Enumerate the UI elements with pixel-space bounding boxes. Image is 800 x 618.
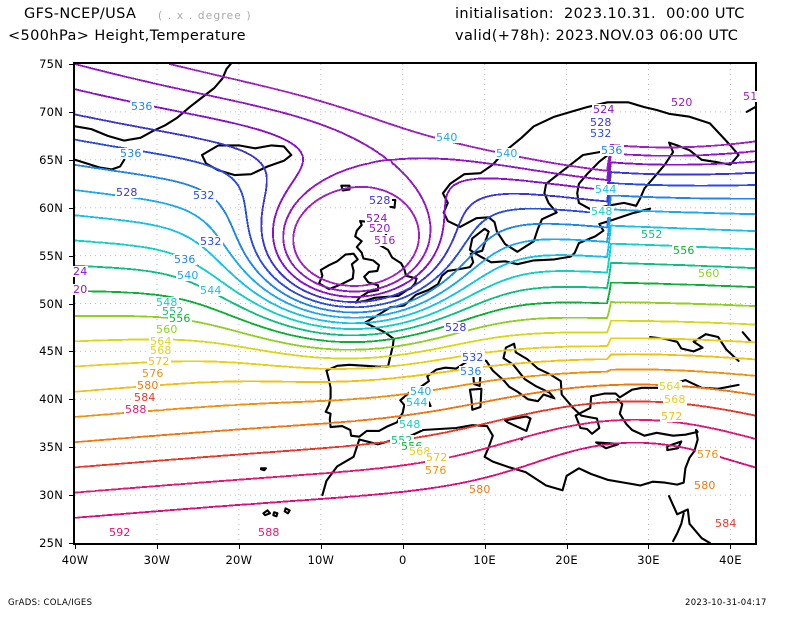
y-axis-label: 70N bbox=[23, 105, 63, 119]
initialisation-time: initialisation: 2023.10.31. 00:00 UTC bbox=[455, 6, 745, 22]
contour-value-label: 540 bbox=[176, 270, 200, 281]
y-axis-tick bbox=[69, 64, 75, 65]
contour-value-label: 556 bbox=[672, 245, 696, 256]
x-axis-label: 0 bbox=[380, 553, 426, 567]
x-axis-tick bbox=[157, 543, 158, 549]
chart-header: GFS-NCEP/USA ( . x . degree ) <500hPa> H… bbox=[0, 0, 800, 58]
contour-value-label: 548 bbox=[398, 419, 422, 430]
x-axis-tick bbox=[321, 543, 322, 549]
contour-value-label: 544 bbox=[199, 285, 223, 296]
valid-time: valid(+78h): 2023.NOV.03 06:00 UTC bbox=[455, 28, 738, 44]
contour-value-label: 572 bbox=[147, 356, 171, 367]
x-axis-label: 30W bbox=[134, 553, 180, 567]
contour-value-label: 528 bbox=[368, 195, 392, 206]
contour-value-label: 544 bbox=[594, 184, 618, 195]
contour-value-label: 580 bbox=[136, 380, 160, 391]
contour-value-label: 532 bbox=[199, 236, 223, 247]
x-axis-tick bbox=[648, 543, 649, 549]
contour-value-label: 524 bbox=[592, 104, 616, 115]
contour-value-label: 51 bbox=[742, 91, 758, 102]
x-axis-label: 20W bbox=[216, 553, 262, 567]
x-axis-label: 40W bbox=[52, 553, 98, 567]
contour-value-label: 536 bbox=[600, 145, 624, 156]
contour-value-label: 544 bbox=[405, 397, 429, 408]
y-axis-label: 65N bbox=[23, 153, 63, 167]
contour-value-label: 576 bbox=[141, 368, 165, 379]
x-axis-tick bbox=[75, 543, 76, 549]
y-axis-tick bbox=[69, 112, 75, 113]
contour-value-label: 528 bbox=[115, 187, 139, 198]
contour-value-label: 560 bbox=[155, 324, 179, 335]
contour-value-label: 532 bbox=[461, 352, 485, 363]
contour-value-label: 520 bbox=[670, 97, 694, 108]
y-axis-label: 55N bbox=[23, 249, 63, 263]
y-axis-tick bbox=[69, 447, 75, 448]
contour-value-label: 516 bbox=[373, 235, 397, 246]
y-axis-label: 40N bbox=[23, 392, 63, 406]
x-axis-tick bbox=[239, 543, 240, 549]
contour-value-label: 592 bbox=[108, 527, 132, 538]
contour-value-label: 564 bbox=[658, 381, 682, 392]
contour-value-label: 552 bbox=[640, 229, 664, 240]
x-axis-label: 20E bbox=[544, 553, 590, 567]
x-axis-label: 30E bbox=[625, 553, 671, 567]
y-axis-tick bbox=[69, 495, 75, 496]
contour-value-label: 536 bbox=[130, 101, 154, 112]
y-axis-label: 45N bbox=[23, 344, 63, 358]
y-axis-tick bbox=[69, 304, 75, 305]
contour-value-label: 540 bbox=[495, 148, 519, 159]
y-axis-tick bbox=[69, 399, 75, 400]
x-axis-tick bbox=[485, 543, 486, 549]
y-axis-label: 30N bbox=[23, 488, 63, 502]
contour-value-label: 580 bbox=[468, 484, 492, 495]
contour-value-label: 568 bbox=[663, 394, 687, 405]
y-axis-label: 35N bbox=[23, 440, 63, 454]
contour-value-label: 588 bbox=[257, 527, 281, 538]
x-axis-tick bbox=[730, 543, 731, 549]
contour-value-label: 24 bbox=[72, 266, 88, 277]
level-field-label: <500hPa> Height,Temperature bbox=[8, 28, 246, 44]
contour-value-label: 572 bbox=[660, 411, 684, 422]
contour-value-label: 536 bbox=[459, 366, 483, 377]
contour-value-label: 584 bbox=[714, 518, 738, 529]
x-axis-label: 40E bbox=[707, 553, 753, 567]
contour-value-label: 20 bbox=[72, 284, 88, 295]
contour-value-label: 584 bbox=[133, 392, 157, 403]
contour-value-label: 580 bbox=[693, 480, 717, 491]
y-axis-label: 25N bbox=[23, 536, 63, 550]
contour-value-label: 548 bbox=[590, 206, 614, 217]
model-title: GFS-NCEP/USA bbox=[24, 6, 136, 22]
contour-value-label: 572 bbox=[425, 452, 449, 463]
y-axis-tick bbox=[69, 351, 75, 352]
contour-value-label: 540 bbox=[435, 132, 459, 143]
x-axis-tick bbox=[403, 543, 404, 549]
contour-value-label: 536 bbox=[173, 254, 197, 265]
resolution-label: ( . x . degree ) bbox=[158, 10, 252, 22]
grads-credit: GrADS: COLA/IGES bbox=[8, 598, 92, 608]
y-axis-tick bbox=[69, 208, 75, 209]
x-axis-label: 10W bbox=[298, 553, 344, 567]
x-axis-label: 10E bbox=[462, 553, 508, 567]
contour-value-label: 576 bbox=[696, 449, 720, 460]
y-axis-label: 60N bbox=[23, 201, 63, 215]
contour-value-label: 520 bbox=[368, 223, 392, 234]
y-axis-tick bbox=[69, 160, 75, 161]
contour-value-label: 528 bbox=[444, 322, 468, 333]
contour-value-label: 536 bbox=[119, 148, 143, 159]
contour-value-label: 532 bbox=[192, 190, 216, 201]
render-timestamp: 2023-10-31-04:17 bbox=[685, 598, 767, 608]
contour-value-label: 532 bbox=[589, 128, 613, 139]
contour-value-label: 588 bbox=[124, 404, 148, 415]
y-axis-label: 75N bbox=[23, 57, 63, 71]
y-axis-tick bbox=[69, 256, 75, 257]
x-axis-tick bbox=[567, 543, 568, 549]
contour-value-label: 560 bbox=[697, 268, 721, 279]
y-axis-label: 50N bbox=[23, 297, 63, 311]
contour-value-label: 576 bbox=[424, 465, 448, 476]
